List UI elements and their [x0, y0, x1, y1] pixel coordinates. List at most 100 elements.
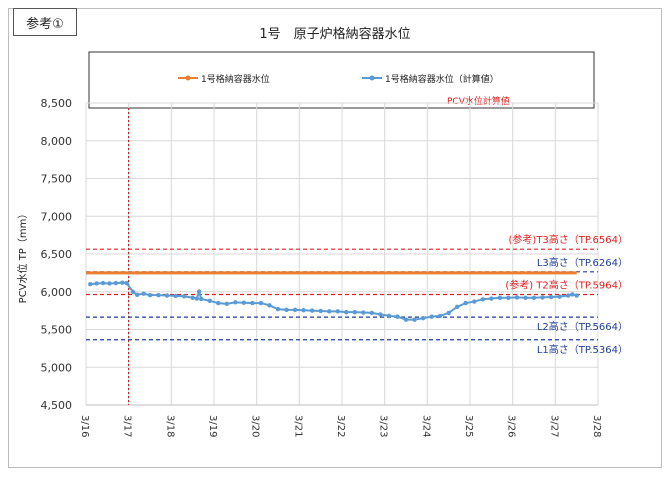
data-point-calculated	[361, 310, 366, 315]
y-tick-label: 7,000	[41, 210, 73, 223]
data-point-calculated	[540, 295, 545, 300]
data-point-calculated	[574, 293, 579, 298]
series-line-calculated	[90, 281, 577, 321]
legend-box	[88, 51, 595, 109]
x-tick-label: 3/18	[164, 415, 175, 437]
data-point-calculated	[100, 280, 106, 286]
x-tick-label: 3/26	[506, 415, 517, 437]
x-tick-label: 3/20	[250, 415, 261, 437]
data-point-calculated	[124, 280, 129, 286]
data-point-calculated	[292, 307, 298, 313]
x-tick-label: 3/28	[591, 415, 602, 437]
y-tick-label: 5,500	[41, 324, 73, 337]
data-point-calculated	[207, 298, 212, 304]
x-tick-label: 3/21	[292, 415, 303, 437]
data-point-calculated	[395, 314, 400, 319]
data-point-calculated	[369, 310, 375, 316]
reference-line-label: (参考)T3高さ（TP.6564）	[509, 233, 628, 246]
data-point-calculated	[327, 309, 332, 314]
data-point-calculated	[130, 289, 136, 294]
data-point-calculated	[472, 299, 477, 304]
data-point-calculated	[250, 300, 255, 306]
data-point-calculated	[196, 289, 202, 294]
data-point-calculated	[497, 295, 503, 300]
x-tick-label: 3/24	[420, 415, 431, 437]
reference-line-label: L3高さ（TP.6264）	[537, 256, 628, 269]
data-point-calculated	[318, 308, 323, 314]
data-point-calculated	[120, 280, 125, 285]
x-tick-label: 3/23	[378, 415, 389, 437]
data-point-calculated	[420, 315, 426, 321]
x-tick-label: 3/19	[207, 415, 218, 437]
data-point-calculated	[489, 296, 494, 301]
x-tick-label: 3/17	[122, 415, 133, 437]
legend-note: PCV水位計算値	[447, 95, 510, 107]
data-point-calculated	[437, 313, 443, 319]
data-point-calculated	[548, 294, 554, 300]
chart-title: 1号 原子炉格納容器水位	[259, 26, 410, 42]
data-point-calculated	[446, 310, 451, 316]
data-point-calculated	[463, 300, 468, 306]
data-point-calculated	[194, 296, 200, 301]
data-point-calculated	[335, 309, 340, 314]
data-point-calculated	[412, 317, 417, 322]
data-point-calculated	[455, 304, 460, 310]
data-point-calculated	[233, 300, 238, 305]
data-point-calculated	[344, 309, 349, 315]
y-tick-label: 5,000	[41, 361, 73, 374]
data-point-calculated	[88, 282, 93, 287]
x-tick-label: 3/16	[79, 415, 90, 437]
data-point-calculated	[557, 294, 562, 299]
data-point-calculated	[113, 280, 119, 286]
data-point-calculated	[267, 303, 272, 308]
y-tick-label: 6,000	[41, 286, 73, 299]
data-point-calculated	[523, 295, 528, 300]
data-point-calculated	[94, 281, 99, 286]
data-point-calculated	[164, 293, 170, 298]
legend-marker-measured	[185, 75, 191, 81]
data-point-calculated	[141, 291, 146, 296]
data-point-calculated	[173, 293, 178, 299]
x-tick-label: 3/25	[463, 415, 474, 437]
y-tick-label: 6,500	[41, 248, 73, 261]
y-axis-label: PCV水位 TP（mm）	[16, 209, 29, 304]
data-point-calculated	[378, 312, 383, 317]
legend-label-calculated: 1号格納容器水位（計算値）	[385, 73, 499, 85]
data-point-calculated	[386, 313, 392, 319]
data-point-calculated	[199, 296, 204, 302]
y-tick-label: 4,500	[41, 399, 73, 412]
y-tick-label: 8,000	[41, 135, 73, 148]
data-point-calculated	[275, 306, 281, 312]
data-point-calculated	[301, 308, 306, 313]
data-point-calculated	[506, 295, 511, 300]
data-point-calculated	[352, 309, 357, 315]
data-point-calculated	[565, 293, 571, 298]
x-tick-label: 3/27	[548, 415, 559, 437]
data-point-calculated	[181, 294, 187, 299]
data-point-calculated	[190, 295, 195, 300]
data-point-calculated	[258, 300, 264, 306]
data-point-calculated	[107, 281, 112, 286]
data-point-calculated	[309, 308, 315, 313]
data-point-calculated	[403, 317, 409, 322]
data-point-calculated	[147, 292, 153, 298]
data-point-calculated	[429, 314, 434, 319]
legend-marker-calculated	[369, 75, 375, 81]
reference-line-label: L1高さ（TP.5364）	[537, 343, 628, 356]
data-point-calculated	[514, 295, 520, 300]
data-point-calculated	[156, 292, 161, 298]
reference-line-label: (参考) T2高さ（TP.5964）	[505, 278, 628, 291]
data-point-calculated	[135, 292, 140, 297]
data-point-calculated	[480, 297, 485, 302]
y-tick-label: 7,500	[41, 173, 73, 186]
reference-label: 参考①	[13, 8, 77, 36]
data-point-calculated	[284, 307, 289, 313]
data-point-calculated	[216, 300, 221, 306]
data-point-calculated	[224, 301, 229, 307]
y-tick-label: 8,500	[41, 97, 73, 110]
data-point-calculated	[531, 295, 537, 300]
x-tick-label: 3/22	[335, 415, 346, 437]
data-point-calculated	[241, 300, 247, 305]
data-point-calculated	[570, 292, 575, 297]
